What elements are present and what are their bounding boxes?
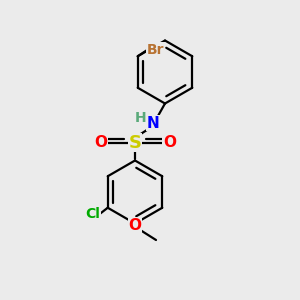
Text: Br: Br	[147, 43, 164, 56]
Text: O: O	[128, 218, 142, 232]
Text: N: N	[147, 116, 159, 130]
Text: S: S	[128, 134, 142, 152]
Text: Cl: Cl	[85, 208, 100, 221]
Text: O: O	[163, 135, 176, 150]
Text: H: H	[135, 112, 146, 125]
Text: O: O	[94, 135, 107, 150]
